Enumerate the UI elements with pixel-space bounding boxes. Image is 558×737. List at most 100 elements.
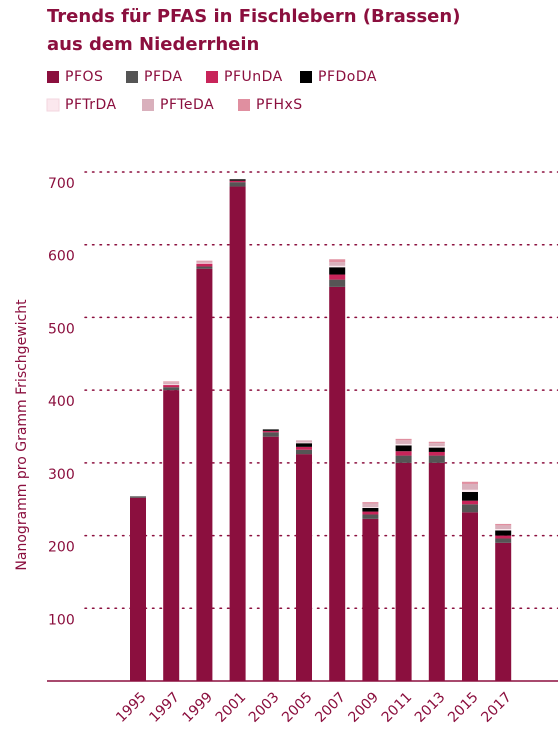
bar-segment xyxy=(229,186,246,682)
legend-swatch xyxy=(238,99,250,111)
x-tick-label: 2007 xyxy=(312,689,349,726)
bar-segment xyxy=(130,497,146,681)
bar-segment xyxy=(329,286,346,681)
bar-segment xyxy=(462,483,478,490)
bar-segment xyxy=(329,259,346,263)
bar-segment xyxy=(163,381,180,383)
bar-segment xyxy=(229,179,246,181)
x-tick-label: 2015 xyxy=(445,689,482,726)
bar-segment xyxy=(495,529,512,531)
bar-segment xyxy=(296,440,312,443)
bar-segment xyxy=(362,514,379,519)
x-tick-label: 2011 xyxy=(379,689,416,726)
bar-segment xyxy=(462,481,478,484)
bar-segment xyxy=(163,390,180,681)
legend-label: PFDoDA xyxy=(318,69,377,85)
bar-segment xyxy=(296,449,312,455)
legend-label: PFOS xyxy=(65,69,103,85)
bar-segment xyxy=(462,489,478,492)
bar-segment xyxy=(296,446,312,450)
legend-label: PFTrDA xyxy=(65,97,117,113)
bar-segment xyxy=(395,438,412,441)
x-tick-label: 1999 xyxy=(180,689,217,726)
bar-segment xyxy=(395,440,412,444)
bar-segment xyxy=(362,507,379,512)
bar-segment xyxy=(462,512,478,681)
x-tick-label: 2003 xyxy=(246,689,283,726)
legend-swatch xyxy=(300,71,312,83)
bar-segment xyxy=(495,530,512,536)
bar-segment xyxy=(395,445,412,452)
bar-segment xyxy=(296,443,312,447)
y-tick-label: 600 xyxy=(48,249,75,265)
legend-swatch xyxy=(206,71,218,83)
y-tick-label: 100 xyxy=(48,612,75,628)
bar-segment xyxy=(262,430,279,433)
bar-segment xyxy=(296,454,312,681)
legend-swatch xyxy=(47,71,59,83)
bar-segment xyxy=(362,502,379,504)
bar-segment xyxy=(462,491,478,501)
y-tick-label: 700 xyxy=(48,176,75,192)
bar-segment xyxy=(262,432,279,437)
bar-segment xyxy=(395,462,412,681)
legend-swatch xyxy=(46,98,60,112)
bar-segment xyxy=(362,507,379,508)
bar-segment xyxy=(362,503,379,508)
x-tick-label: 1995 xyxy=(113,689,150,726)
bar-segment xyxy=(428,446,445,448)
legend-label: PFTeDA xyxy=(160,97,214,113)
y-axis-label: Nanogramm pro Gramm Frischgewicht xyxy=(14,299,30,571)
bar-segment xyxy=(196,261,213,263)
y-tick-label: 200 xyxy=(48,540,75,556)
bar-segment xyxy=(428,451,445,456)
bar-segment xyxy=(196,268,213,681)
bar-segment xyxy=(163,385,180,388)
bar-segment xyxy=(262,436,279,681)
bar-segment xyxy=(262,429,279,431)
bar-segment xyxy=(428,441,445,444)
legend-swatch xyxy=(126,71,138,83)
bar-segment xyxy=(196,263,213,267)
y-tick-label: 400 xyxy=(48,394,75,410)
bar-segment xyxy=(495,525,512,530)
bar-segment xyxy=(428,443,445,447)
bar-segment xyxy=(196,260,213,262)
bar-segment xyxy=(495,535,512,539)
bar-segment xyxy=(495,542,512,681)
bar-segment xyxy=(229,182,246,187)
legend-label: PFUnDA xyxy=(224,69,283,85)
bar-segment xyxy=(362,511,379,515)
legend-swatch xyxy=(142,99,154,111)
bar-segment xyxy=(395,443,412,446)
bar-segment xyxy=(495,538,512,543)
bar-segment xyxy=(329,265,346,268)
x-tick-label: 2001 xyxy=(213,689,250,726)
bar-segment xyxy=(296,442,312,444)
bar-segment xyxy=(395,455,412,463)
bar-segment xyxy=(495,523,512,526)
bar-segment xyxy=(329,262,346,266)
bar-segment xyxy=(428,447,445,452)
chart-title: Trends für PFAS in Fischlebern (Brassen) xyxy=(47,6,460,27)
legend-label: PFDA xyxy=(144,69,183,85)
bar-segment xyxy=(462,500,478,505)
bar-segment xyxy=(229,180,246,183)
chart-title: aus dem Niederrhein xyxy=(47,34,259,55)
bar-segment xyxy=(163,387,180,391)
bar-segment xyxy=(329,279,346,287)
bar-segment xyxy=(329,274,346,280)
bar-segment xyxy=(395,451,412,456)
bar-segment xyxy=(462,504,478,513)
bar-segment xyxy=(196,262,213,264)
x-tick-label: 2013 xyxy=(412,689,449,726)
bar-segment xyxy=(428,462,445,681)
y-tick-label: 500 xyxy=(48,321,75,337)
bar-segment xyxy=(163,382,180,385)
x-tick-label: 2009 xyxy=(346,689,383,726)
bar-segment xyxy=(163,384,180,386)
bar-segment xyxy=(130,496,146,498)
x-tick-label: 2017 xyxy=(478,689,515,726)
x-tick-label: 1997 xyxy=(146,689,183,726)
